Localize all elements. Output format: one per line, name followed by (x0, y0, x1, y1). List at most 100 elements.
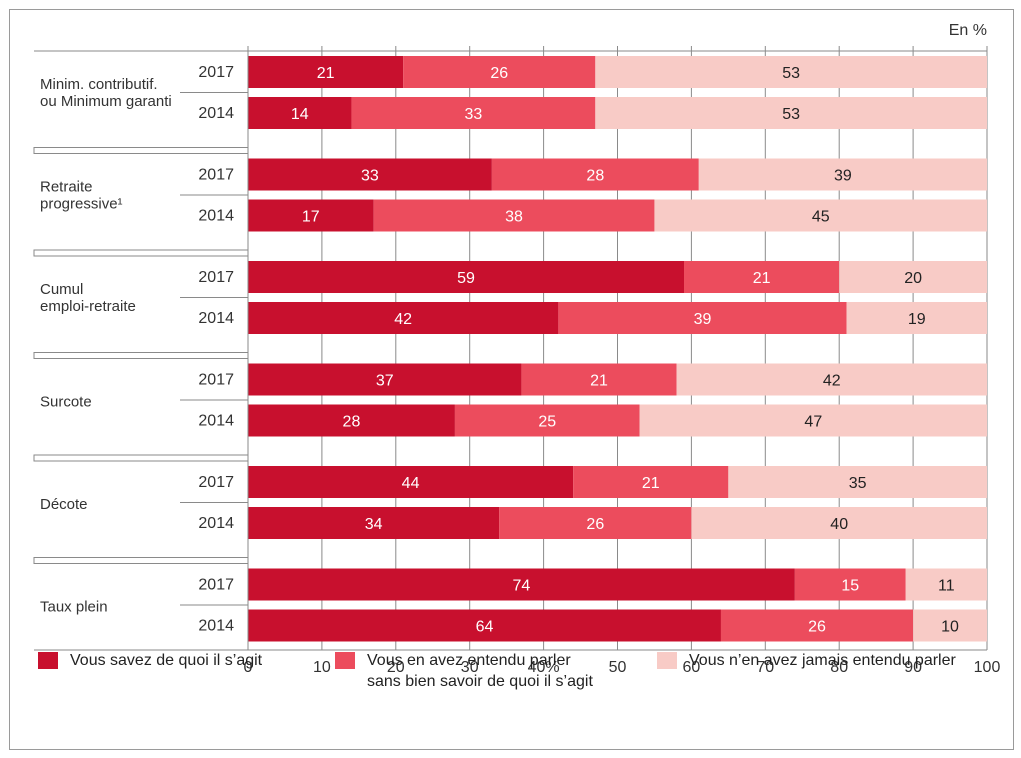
bar-segment (684, 261, 840, 293)
bar-segment (728, 466, 987, 498)
data-label: 26 (490, 65, 508, 82)
bar-segment (499, 507, 692, 539)
bar-segment (248, 302, 559, 334)
legend-swatch-known (38, 652, 58, 669)
bar-segment (905, 568, 987, 601)
data-label: 21 (590, 373, 608, 390)
data-label: 33 (464, 106, 482, 123)
x-tick-label: 50 (609, 659, 627, 676)
group-label: emploi-retraite (40, 298, 136, 315)
unit-label: En % (948, 22, 987, 39)
legend-label-known: Vous savez de quoi il s’agit (70, 652, 263, 669)
bar-segment (351, 97, 596, 129)
bar-segment (248, 609, 721, 642)
x-tick-label: 10 (313, 659, 331, 676)
data-label: 64 (476, 619, 494, 636)
bar-segment (248, 466, 574, 498)
group-label: Retraite (40, 179, 93, 196)
bar-segment (491, 158, 699, 191)
bar-segment (839, 261, 987, 293)
bar-segment (676, 363, 987, 396)
year-label: 2017 (198, 269, 234, 286)
group-label: Surcote (40, 394, 92, 411)
data-label: 11 (938, 578, 955, 595)
data-label: 53 (782, 106, 800, 123)
group-label: Cumul (40, 281, 83, 298)
bar-segment (595, 97, 987, 129)
x-tick-label: 90 (904, 659, 922, 676)
bar-segment (248, 261, 685, 293)
bar-segment (248, 404, 455, 437)
data-label: 17 (302, 209, 320, 226)
bar-segment (913, 609, 987, 642)
x-tick-label: 40% (528, 659, 560, 676)
bar-segment (248, 507, 500, 539)
data-label: 45 (812, 209, 830, 226)
data-label: 25 (538, 414, 556, 431)
year-label: 2014 (198, 208, 234, 225)
data-label: 39 (694, 311, 712, 328)
year-label: 2014 (198, 310, 234, 327)
year-label: 2017 (198, 577, 234, 594)
bar-segment (595, 56, 987, 88)
data-label: 15 (841, 578, 859, 595)
year-label: 2014 (198, 413, 234, 430)
data-label: 44 (402, 475, 420, 492)
bar-segment (558, 302, 847, 334)
x-tick-label: 60 (683, 659, 701, 676)
legend-label-heard-line2: sans bien savoir de quoi il s’agit (367, 673, 593, 690)
data-label: 53 (782, 65, 800, 82)
year-label: 2014 (198, 618, 234, 635)
x-tick-label: 20 (387, 659, 405, 676)
legend-label-heard: Vous en avez entendu parler sans bien sa… (367, 650, 593, 692)
data-label: 21 (753, 270, 771, 287)
bar-segment (654, 199, 987, 232)
year-label: 2017 (198, 64, 234, 81)
bar-segment (248, 199, 374, 232)
bar-segment (639, 404, 987, 437)
group-separator (33, 454, 249, 462)
data-label: 40 (830, 516, 848, 533)
data-label: 20 (904, 270, 922, 287)
data-label: 35 (849, 475, 867, 492)
x-tick-label: 70 (756, 659, 774, 676)
group-label: ou Minimum garanti (40, 93, 172, 110)
group-separator (33, 557, 249, 564)
data-label: 28 (586, 168, 604, 185)
group-separator (33, 249, 249, 257)
year-label: 2014 (198, 515, 234, 532)
group-label: Décote (40, 496, 88, 513)
data-label: 19 (908, 311, 926, 328)
bar-segment (403, 56, 596, 88)
data-label: 26 (586, 516, 604, 533)
data-label: 38 (505, 209, 523, 226)
legend-label-never: Vous n’en avez jamais entendu parler (689, 652, 956, 669)
bar-segment (248, 56, 404, 88)
bar-segment (248, 363, 522, 396)
bar-segment (248, 97, 352, 129)
legend-swatch-heard (335, 652, 355, 669)
data-label: 59 (457, 270, 475, 287)
bar-segment (521, 363, 677, 396)
bar-segment (248, 158, 492, 191)
bar-segment (794, 568, 906, 601)
data-label: 21 (317, 65, 335, 82)
data-label: 37 (376, 373, 394, 390)
bar-segment (720, 609, 914, 642)
year-label: 2017 (198, 372, 234, 389)
group-label: Minim. contributif. (40, 76, 158, 93)
data-label: 47 (804, 414, 822, 431)
year-label: 2017 (198, 167, 234, 184)
data-label: 39 (834, 168, 852, 185)
bar-segment (691, 507, 987, 539)
data-label: 74 (513, 578, 531, 595)
group-separator (33, 352, 249, 359)
data-label: 42 (394, 311, 412, 328)
chart-frame (9, 9, 1014, 750)
x-tick-label: 30 (461, 659, 479, 676)
legend-swatch-never (657, 652, 677, 669)
data-label: 33 (361, 168, 379, 185)
data-label: 14 (291, 106, 309, 123)
data-label: 34 (365, 516, 383, 533)
